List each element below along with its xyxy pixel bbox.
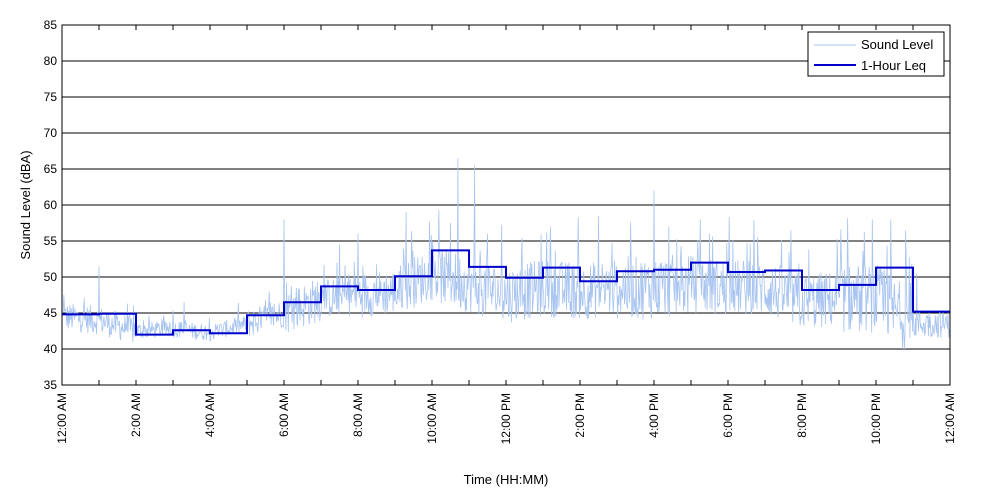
x-tick-label-4: 8:00 AM [351, 393, 365, 437]
y-tick-label-45: 45 [44, 306, 58, 320]
x-tick-label-1: 2:00 AM [129, 393, 143, 437]
x-tick-label-11: 10:00 PM [869, 393, 883, 444]
x-tick-label-6: 12:00 PM [499, 393, 513, 444]
y-axis-label: Sound Level (dBA) [18, 150, 33, 259]
legend-box [807, 31, 945, 77]
legend-label-sound-level: Sound Level [861, 37, 933, 52]
x-tick-label-2: 4:00 AM [203, 393, 217, 437]
series-1-hour-leq-line [62, 249, 950, 336]
y-tick-label-55: 55 [44, 234, 58, 248]
x-tick-label-10: 8:00 PM [795, 393, 809, 438]
series-sound-level-line [61, 158, 951, 350]
x-tick-label-3: 6:00 AM [277, 393, 291, 437]
x-tick-label-7: 2:00 PM [573, 393, 587, 438]
legend-label-1-hour-leq: 1-Hour Leq [861, 58, 926, 73]
y-tick-label-70: 70 [44, 126, 58, 140]
x-tick-label-0: 12:00 AM [55, 393, 69, 444]
legend: Sound Level 1-Hour Leq [807, 31, 945, 77]
y-tick-label-35: 35 [44, 378, 58, 392]
y-tick-label-40: 40 [44, 342, 58, 356]
x-tick-label-8: 4:00 PM [647, 393, 661, 438]
x-tick-label-9: 6:00 PM [721, 393, 735, 438]
y-tick-label-65: 65 [44, 162, 58, 176]
x-tick-label-12: 12:00 AM [943, 393, 957, 444]
x-axis-label: Time (HH:MM) [464, 472, 549, 487]
y-tick-label-85: 85 [44, 18, 58, 32]
y-tick-label-80: 80 [44, 54, 58, 68]
axis-ticks: 35 40 45 50 55 60 65 70 75 80 85 12:00 AM 2:00 AM 4:0… [44, 18, 957, 444]
x-tick-label-5: 10:00 AM [425, 393, 439, 444]
series-group [61, 158, 951, 350]
y-tick-label-60: 60 [44, 198, 58, 212]
y-tick-label-75: 75 [44, 90, 58, 104]
y-tick-label-50: 50 [44, 270, 58, 284]
